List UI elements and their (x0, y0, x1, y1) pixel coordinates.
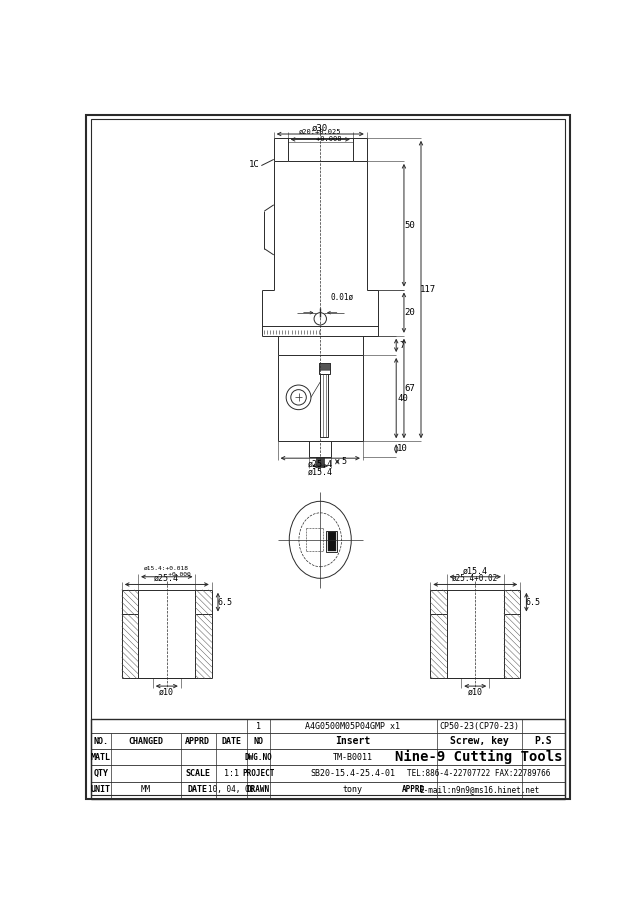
Text: ø25.4: ø25.4 (308, 460, 333, 469)
Text: DRAWN: DRAWN (246, 786, 270, 795)
Text: A4G0500M05P04GMP x1: A4G0500M05P04GMP x1 (305, 721, 400, 730)
Text: APPRD: APPRD (402, 786, 425, 795)
Text: DATE: DATE (188, 786, 208, 795)
Text: ø20:+0.025
    +0.008: ø20:+0.025 +0.008 (299, 129, 342, 142)
Bar (319, 363, 330, 369)
Text: ø15.4: ø15.4 (463, 567, 488, 576)
Text: 6.5: 6.5 (526, 597, 541, 606)
Text: MM: MM (141, 786, 151, 795)
Bar (328, 532, 336, 550)
Text: ø15.4:+0.018
       +0.000: ø15.4:+0.018 +0.000 (143, 566, 191, 576)
Text: 1C: 1C (249, 159, 260, 168)
Text: PROJECT: PROJECT (242, 769, 275, 778)
Text: ø25.4+0.02: ø25.4+0.02 (452, 574, 499, 583)
Text: Nine-9 Cutting Tools: Nine-9 Cutting Tools (396, 750, 563, 765)
Text: Insert: Insert (335, 736, 371, 746)
Text: tony: tony (343, 786, 363, 795)
Text: ø25.4: ø25.4 (154, 574, 179, 583)
Text: 50: 50 (404, 221, 415, 230)
Bar (320, 375, 328, 437)
Text: SB20-15.4-25.4-01: SB20-15.4-25.4-01 (310, 769, 396, 778)
Text: 1:1: 1:1 (223, 769, 239, 778)
Text: 1: 1 (256, 721, 260, 730)
Bar (316, 457, 324, 467)
Text: MATL: MATL (91, 753, 111, 762)
Bar (319, 363, 330, 375)
Text: 117: 117 (420, 285, 436, 294)
Text: TEL:886-4-22707722 FAX:22789766: TEL:886-4-22707722 FAX:22789766 (408, 769, 551, 778)
Text: SCALE: SCALE (186, 769, 211, 778)
Text: APPRD: APPRD (186, 737, 211, 746)
Text: 10: 10 (397, 444, 408, 453)
Text: CP50-23(CP70-23): CP50-23(CP70-23) (439, 721, 519, 730)
Text: NO.: NO. (93, 737, 108, 746)
Text: UNIT: UNIT (91, 786, 111, 795)
Text: DWG.NO: DWG.NO (244, 753, 272, 762)
Text: TM-B0011: TM-B0011 (333, 753, 372, 762)
Bar (326, 530, 337, 552)
Text: 10, 04, 03: 10, 04, 03 (208, 786, 254, 795)
Text: Screw, key: Screw, key (450, 736, 509, 746)
Text: ø15.4: ø15.4 (308, 468, 333, 477)
Text: 6.5: 6.5 (218, 597, 232, 606)
Text: QTY: QTY (93, 769, 108, 778)
Text: ø10: ø10 (468, 688, 483, 697)
Text: 7: 7 (400, 341, 405, 350)
Text: 67: 67 (404, 384, 415, 393)
Text: 0.01ø: 0.01ø (330, 292, 353, 301)
Text: ø30: ø30 (312, 124, 328, 133)
Text: NO: NO (253, 737, 263, 746)
Text: CHANGED: CHANGED (129, 737, 163, 746)
Text: 5: 5 (341, 457, 346, 466)
Text: P.S: P.S (534, 736, 552, 746)
Text: 20: 20 (404, 308, 415, 317)
Text: 40: 40 (397, 394, 408, 403)
Bar (91, 719, 565, 799)
Text: DATE: DATE (221, 737, 241, 746)
Text: E-mail:n9n9@ms16.hinet.net: E-mail:n9n9@ms16.hinet.net (419, 786, 540, 795)
Text: ø10: ø10 (159, 688, 174, 697)
